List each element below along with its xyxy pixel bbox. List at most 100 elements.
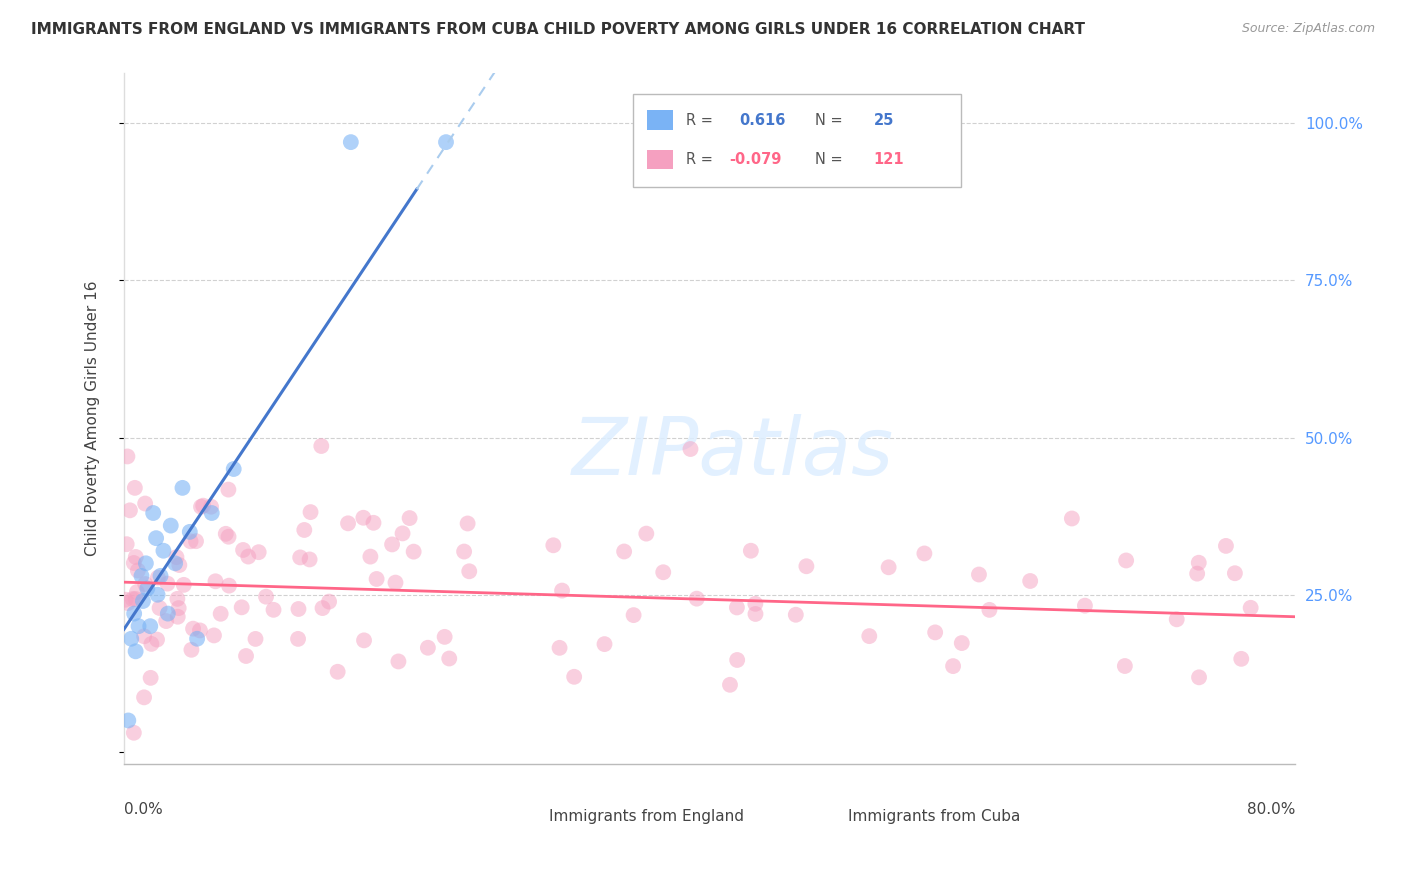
Point bbox=[453, 544, 475, 558]
Point bbox=[125, 549, 148, 564]
Point bbox=[131, 569, 153, 583]
Point bbox=[1060, 511, 1083, 525]
Point bbox=[149, 569, 172, 583]
Point bbox=[942, 659, 965, 673]
Point bbox=[623, 608, 645, 623]
Point bbox=[457, 516, 479, 531]
Point bbox=[122, 607, 145, 621]
Point bbox=[193, 499, 215, 513]
Bar bbox=[522, 808, 543, 824]
Point bbox=[740, 543, 762, 558]
Point bbox=[141, 637, 163, 651]
Point bbox=[148, 601, 170, 615]
Point bbox=[686, 591, 709, 606]
Point bbox=[146, 632, 169, 647]
Text: R =: R = bbox=[686, 112, 713, 128]
Point bbox=[290, 550, 312, 565]
Point bbox=[1230, 652, 1253, 666]
Point bbox=[311, 439, 333, 453]
Point bbox=[254, 590, 277, 604]
Point bbox=[173, 578, 195, 592]
Point bbox=[218, 579, 240, 593]
Point bbox=[169, 558, 191, 572]
Point bbox=[1115, 553, 1137, 567]
Point bbox=[796, 559, 818, 574]
Point bbox=[179, 524, 201, 539]
Point bbox=[543, 538, 565, 552]
Point bbox=[1019, 574, 1042, 588]
Point bbox=[562, 670, 585, 684]
Point bbox=[1114, 659, 1136, 673]
Point bbox=[181, 622, 204, 636]
Point bbox=[1188, 556, 1211, 570]
Point bbox=[202, 628, 225, 642]
Point bbox=[165, 557, 187, 571]
Point bbox=[359, 549, 381, 564]
Text: -0.079: -0.079 bbox=[730, 152, 782, 167]
Point bbox=[184, 534, 207, 549]
Text: 0.616: 0.616 bbox=[738, 112, 785, 128]
Point bbox=[139, 619, 162, 633]
Point bbox=[391, 526, 413, 541]
Point bbox=[124, 481, 146, 495]
Point bbox=[352, 510, 374, 524]
Point bbox=[217, 483, 239, 497]
Point bbox=[967, 567, 990, 582]
Point bbox=[180, 642, 202, 657]
Point bbox=[166, 550, 188, 565]
Point bbox=[1188, 670, 1211, 684]
Point bbox=[1215, 539, 1237, 553]
Point bbox=[172, 481, 194, 495]
Text: N =: N = bbox=[815, 152, 842, 167]
Point bbox=[166, 609, 188, 624]
Point bbox=[121, 592, 143, 607]
Point bbox=[326, 665, 349, 679]
Point bbox=[118, 503, 141, 517]
Point bbox=[209, 607, 232, 621]
Point bbox=[156, 607, 179, 621]
Point bbox=[433, 630, 456, 644]
Point bbox=[548, 640, 571, 655]
Point bbox=[125, 585, 148, 599]
Point bbox=[877, 560, 900, 574]
Point bbox=[188, 624, 211, 638]
Point bbox=[924, 625, 946, 640]
Point bbox=[180, 534, 202, 549]
Point bbox=[134, 629, 156, 643]
Point bbox=[115, 537, 138, 551]
Point bbox=[613, 544, 636, 558]
Point bbox=[287, 602, 309, 616]
Text: Source: ZipAtlas.com: Source: ZipAtlas.com bbox=[1241, 22, 1375, 36]
Point bbox=[132, 690, 155, 705]
Point bbox=[128, 619, 150, 633]
Point bbox=[124, 644, 146, 658]
Y-axis label: Child Poverty Among Girls Under 16: Child Poverty Among Girls Under 16 bbox=[86, 281, 100, 557]
Point bbox=[744, 607, 766, 621]
Point bbox=[190, 500, 212, 514]
Point bbox=[166, 591, 188, 606]
Point bbox=[679, 442, 702, 456]
Text: 25: 25 bbox=[873, 112, 894, 128]
Point bbox=[134, 577, 156, 591]
Bar bbox=[821, 808, 842, 824]
Point bbox=[398, 511, 420, 525]
Point bbox=[159, 518, 181, 533]
Point bbox=[136, 582, 159, 596]
Point bbox=[122, 556, 145, 570]
Point bbox=[416, 640, 439, 655]
Point bbox=[146, 571, 169, 585]
Point bbox=[311, 601, 333, 615]
Point bbox=[245, 632, 267, 646]
Point bbox=[652, 566, 675, 580]
Point bbox=[1223, 566, 1246, 581]
Point bbox=[142, 506, 165, 520]
Point bbox=[353, 633, 375, 648]
Bar bbox=[647, 150, 673, 169]
Point bbox=[593, 637, 616, 651]
Point bbox=[122, 725, 145, 739]
Text: 121: 121 bbox=[873, 152, 904, 167]
Point bbox=[363, 516, 385, 530]
Point bbox=[222, 462, 245, 476]
Point bbox=[117, 714, 139, 728]
Point bbox=[235, 648, 257, 663]
